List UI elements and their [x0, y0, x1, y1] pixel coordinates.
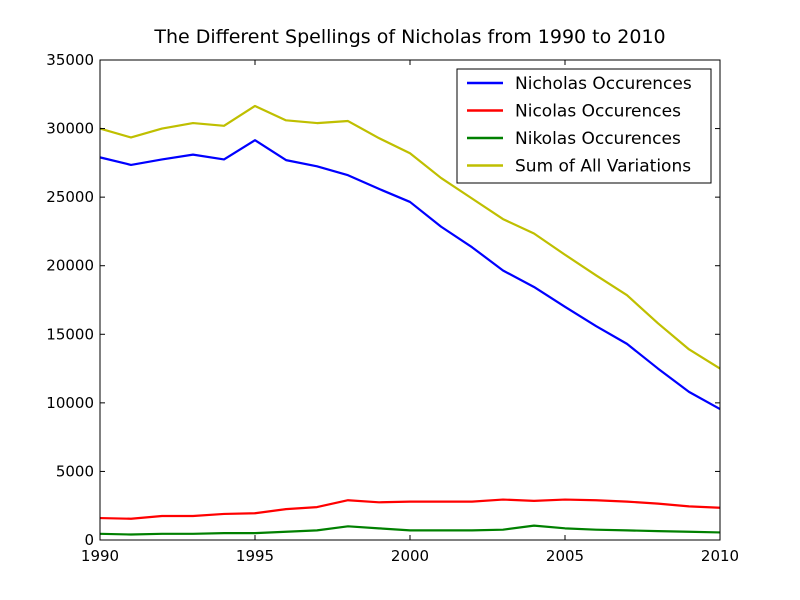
y-tick-label: 10000: [46, 394, 94, 412]
x-tick-label: 1995: [236, 547, 274, 565]
x-tick-label: 1990: [81, 547, 119, 565]
legend-label: Sum of All Variations: [515, 157, 691, 177]
series-layer: [99, 104, 721, 536]
y-tick-label: 0: [84, 531, 94, 549]
y-tick-label: 20000: [46, 257, 94, 275]
y-tick-label: 35000: [46, 51, 94, 69]
y-tick-label: 5000: [56, 462, 94, 480]
y-tick-label: 25000: [46, 188, 94, 206]
legend-label: Nicolas Occurences: [515, 102, 681, 122]
series-line-4: [99, 104, 721, 370]
series-line-2: [99, 498, 721, 520]
y-tick-label: 15000: [46, 325, 94, 343]
x-tick-label: 2000: [391, 547, 429, 565]
y-tick-label: 30000: [46, 120, 94, 138]
series-line-3: [99, 524, 721, 536]
legend-label: Nicholas Occurences: [515, 74, 692, 94]
legend-label: Nikolas Occurences: [515, 129, 681, 149]
axis-layer: 1990 1995 2000 2005 2010 0 5000 10000 15000 20000…: [46, 51, 739, 565]
series-line-1: [99, 139, 721, 410]
x-tick-label: 2005: [546, 547, 584, 565]
legend: Nicholas Occurences Nicolas Occurences Nik…: [456, 68, 712, 184]
chart-title: The Different Spellings of Nicholas from…: [153, 26, 665, 48]
x-tick-label: 2010: [701, 547, 739, 565]
legend-box: [456, 68, 712, 184]
